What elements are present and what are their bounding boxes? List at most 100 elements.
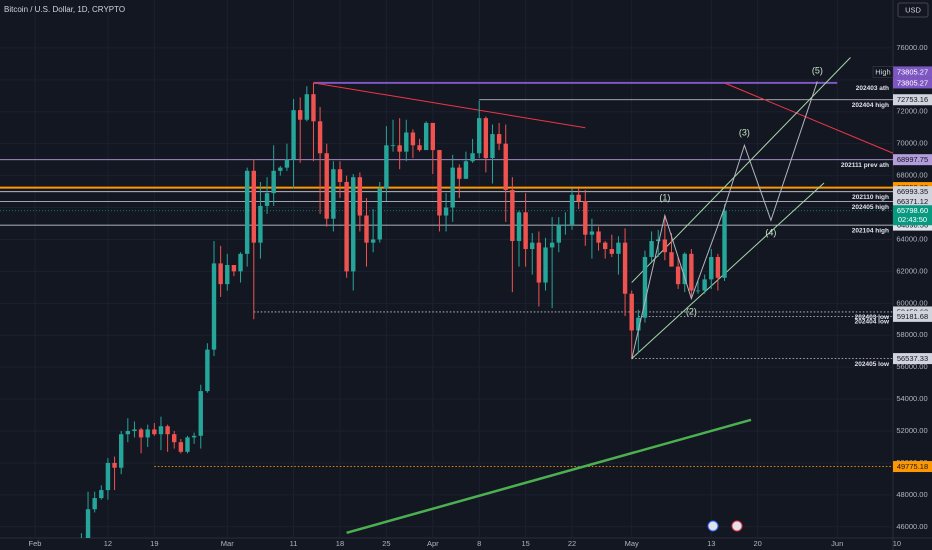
- candle-body: [523, 212, 528, 250]
- candle-body: [642, 257, 648, 318]
- candle-body: [722, 210, 727, 278]
- candle-body: [118, 434, 124, 468]
- candle-body: [536, 242, 542, 283]
- level-badge-label: 56537.33: [897, 354, 928, 363]
- level-badge: [893, 310, 932, 322]
- x-tick-label: 15: [521, 539, 529, 548]
- candle-body: [457, 167, 462, 179]
- candle-body: [172, 434, 177, 443]
- x-tick-label: 10: [893, 539, 901, 548]
- candle-body: [377, 188, 382, 240]
- currency-button[interactable]: [897, 2, 929, 18]
- candle-body: [85, 509, 91, 538]
- candle-body: [112, 462, 117, 468]
- candle-body: [695, 290, 701, 292]
- candle-body: [205, 349, 210, 392]
- level-badge: [893, 77, 932, 89]
- candle-body: [662, 239, 668, 253]
- event-icon[interactable]: [731, 520, 743, 532]
- candle-body: [92, 498, 97, 510]
- level-badge-label: 66993.35: [897, 187, 928, 196]
- x-tick-label: Mar: [221, 539, 234, 548]
- y-tick-label: 64000.00: [896, 234, 927, 243]
- candle-body: [669, 252, 674, 267]
- candle-body: [496, 134, 502, 144]
- level-badge: [893, 186, 932, 198]
- y-tick-label: 60000.00: [896, 298, 927, 307]
- candle-body: [516, 212, 522, 242]
- candle-body: [231, 265, 237, 272]
- candle-body: [629, 293, 634, 331]
- candle-body: [404, 132, 409, 152]
- level-badge-label: 66371.12: [897, 197, 928, 206]
- candle-body: [105, 462, 111, 491]
- wave-label: (4): [765, 227, 776, 237]
- candle-body: [563, 225, 568, 226]
- candle-body: [596, 231, 601, 243]
- candle-body: [324, 153, 329, 219]
- trendline: [346, 418, 752, 535]
- currency-label[interactable]: USD: [905, 5, 921, 14]
- candle-body: [304, 94, 310, 120]
- level-name: 202403 ath: [856, 85, 889, 92]
- high-badge-label: 73805.27: [897, 67, 928, 76]
- candle-body: [483, 118, 489, 159]
- candle-body: [410, 132, 416, 146]
- candle-body: [264, 193, 270, 206]
- level-name: 202405 low: [855, 361, 890, 368]
- candle-body: [602, 242, 608, 250]
- candle-body: [490, 134, 495, 159]
- level-name: 202111 prev ath: [841, 162, 889, 169]
- candle-body: [198, 391, 203, 436]
- candle-body: [357, 177, 363, 216]
- candle-body: [589, 231, 595, 235]
- candle-body: [79, 537, 84, 538]
- candle-body: [211, 263, 217, 350]
- current-badge: [893, 205, 932, 226]
- countdown-label: 02:43:50: [898, 215, 927, 224]
- candle-body: [291, 110, 296, 160]
- y-tick-label: 68000.00: [896, 171, 927, 180]
- trendline: [631, 182, 825, 359]
- candle-body: [463, 161, 469, 179]
- wave-label: (3): [739, 127, 750, 137]
- x-tick-label: 12: [104, 539, 112, 548]
- candle-body: [390, 145, 396, 147]
- wave-path: [631, 81, 818, 360]
- candle-body: [152, 429, 157, 435]
- event-icon[interactable]: [707, 520, 719, 532]
- level-badge: [893, 461, 932, 473]
- candle-body: [437, 150, 442, 216]
- candle-body: [576, 194, 581, 202]
- candle-body: [344, 181, 349, 272]
- candle-body: [218, 263, 223, 285]
- candle-body: [258, 205, 263, 243]
- candle-body: [423, 122, 429, 151]
- chart-title: Bitcoin / U.S. Dollar, 1D, CRYPTO: [4, 5, 125, 14]
- trendline: [724, 82, 893, 154]
- candle-body: [450, 167, 455, 208]
- candle-body: [145, 429, 150, 438]
- candle-body: [225, 265, 230, 285]
- x-tick-label: 18: [336, 539, 344, 548]
- candle-body: [689, 253, 694, 291]
- trendline: [313, 82, 586, 129]
- candle-body: [370, 239, 376, 243]
- candle-body: [477, 118, 482, 154]
- candle-body: [430, 122, 435, 151]
- y-tick-label: 58000.00: [896, 330, 927, 339]
- high-tag-label: High: [875, 67, 890, 76]
- x-tick-label: 25: [382, 539, 390, 548]
- wave-label: (5): [812, 65, 823, 75]
- candle-body: [384, 145, 389, 189]
- y-tick-label: 54000.00: [896, 394, 927, 403]
- candle-body: [530, 242, 535, 250]
- x-tick-label: 20: [753, 539, 761, 548]
- x-tick-label: 8: [477, 539, 481, 548]
- candle-body: [649, 241, 654, 258]
- y-tick-label: 70000.00: [896, 139, 927, 148]
- y-tick-label: 56000.00: [896, 362, 927, 371]
- level-name: 202110 high: [852, 194, 889, 201]
- level-badge-label: 59181.68: [897, 312, 928, 321]
